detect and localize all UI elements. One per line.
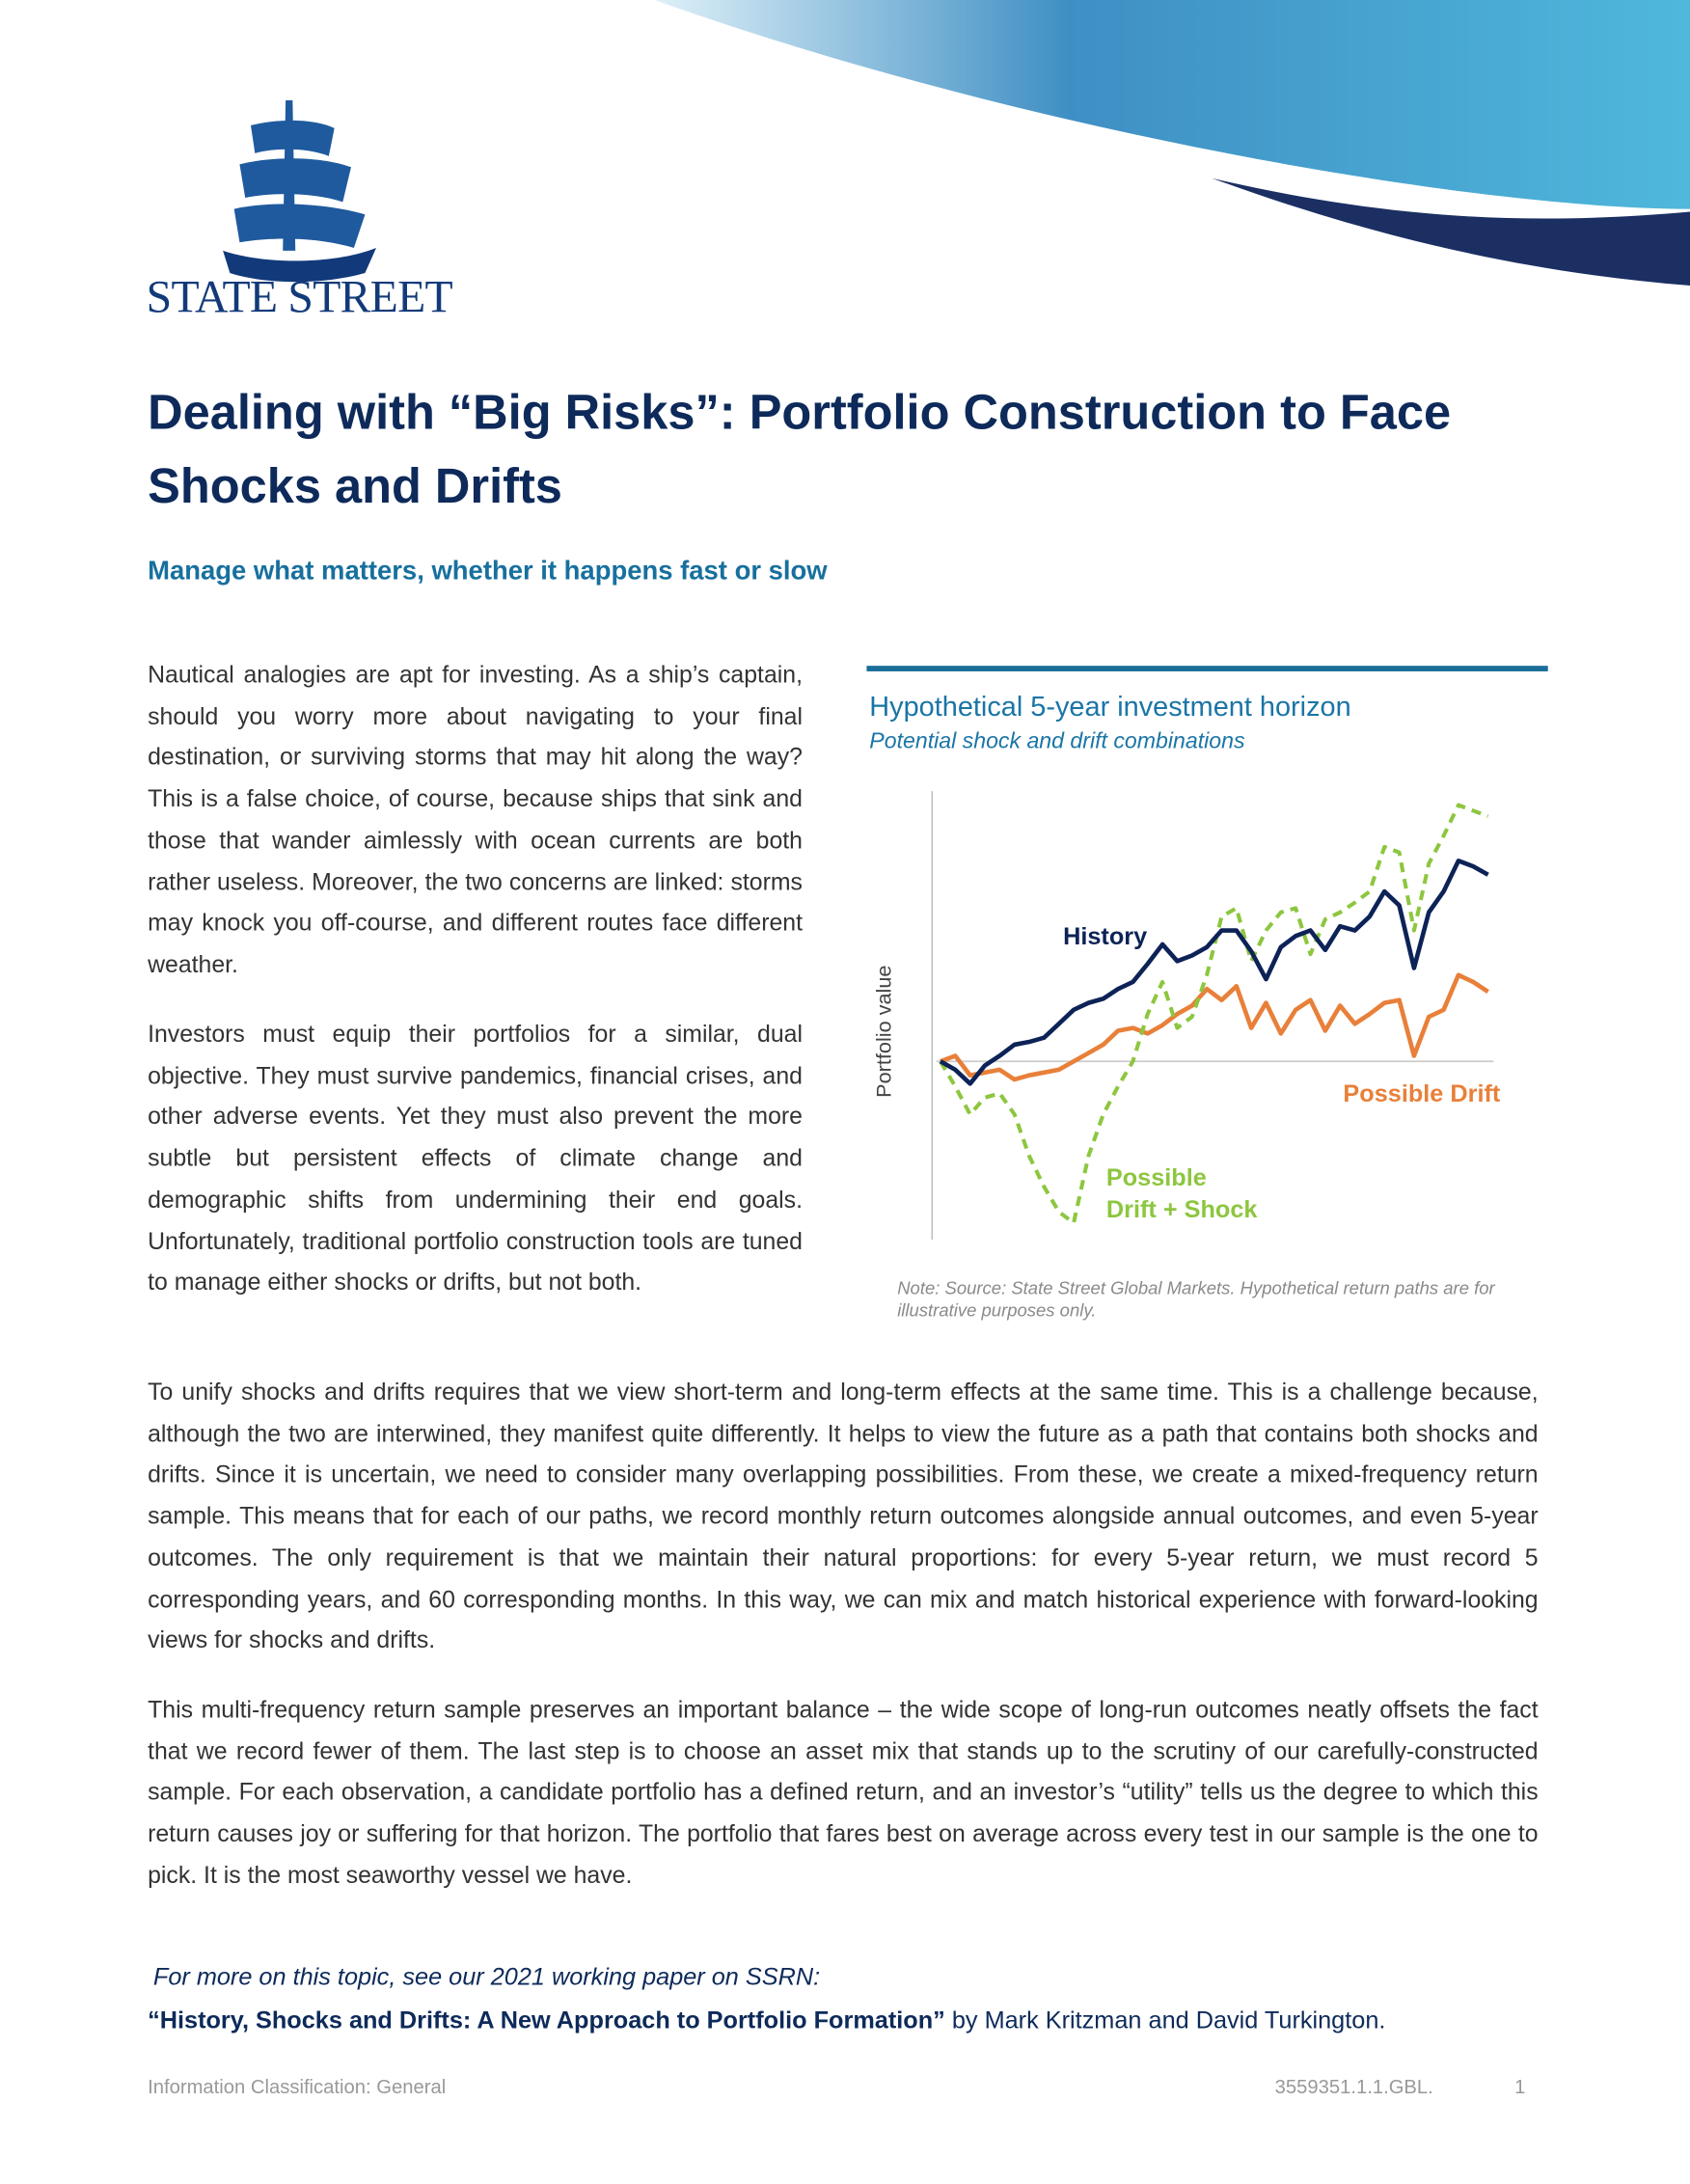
paragraph: Investors must equip their portfolios fo…	[148, 1019, 803, 1297]
page-number: 1	[1514, 2075, 1526, 2098]
swoosh-light	[654, 0, 1690, 209]
subtitle: Manage what matters, whether it happens …	[148, 557, 828, 587]
ship-logo	[223, 99, 376, 283]
paragraph: To unify shocks and drifts requires that…	[148, 1378, 1539, 1654]
legend-label: History	[1063, 921, 1148, 950]
title: Dealing with “Big Risks”: Portfolio Cons…	[148, 385, 1452, 514]
legend-label: Possible Drift	[1343, 1079, 1501, 1107]
paragraph: Nautical analogies are apt for investing…	[148, 660, 803, 978]
footer-classification: Information Classification: General	[148, 2075, 447, 2098]
chart-note: Note: Source: State Street Global Market…	[897, 1277, 1495, 1321]
chart-rule	[866, 666, 1548, 671]
series-line	[939, 859, 1489, 1086]
footer-code: 3559351.1.1.GBL.	[1274, 2075, 1433, 2098]
paper-title: “History, Shocks and Drifts: A New Appro…	[148, 2006, 945, 2034]
header-art	[223, 0, 1690, 286]
logo-text: STATE STREET	[146, 273, 453, 323]
swoosh-dark	[1212, 177, 1690, 286]
authors: by Mark Kritzman and David Turkington.	[944, 2006, 1386, 2034]
chart-subtitle: Potential shock and drift combinations	[869, 729, 1245, 754]
more-intro: For more on this topic, see our 2021 wor…	[152, 1962, 821, 1991]
chart-title: Hypothetical 5-year investment horizon	[869, 692, 1351, 723]
paragraph: This multi-frequency return sample prese…	[148, 1695, 1539, 1889]
legend-label: Possible Drift + Shock	[1105, 1162, 1258, 1223]
series-line	[939, 803, 1489, 1225]
citation: “History, Shocks and Drifts: A New Appro…	[148, 2006, 1385, 2034]
series-line	[940, 972, 1489, 1082]
chart	[931, 791, 1494, 1241]
